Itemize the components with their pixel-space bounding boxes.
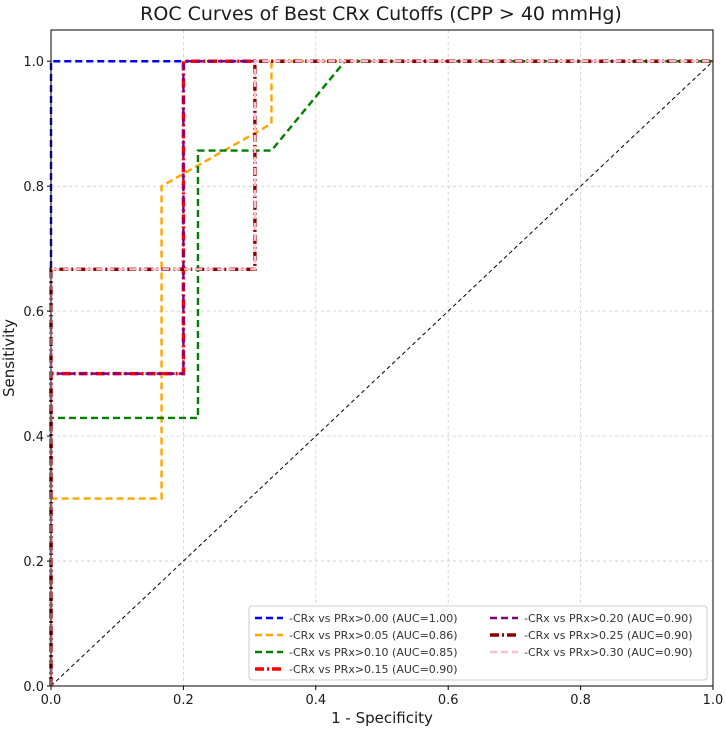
x-tick-label: 0.0 <box>41 693 62 708</box>
legend-label: -CRx vs PRx>0.05 (AUC=0.86) <box>289 629 458 642</box>
y-tick-label: 0.0 <box>23 680 44 695</box>
x-tick-label: 0.6 <box>438 693 459 708</box>
legend-label: -CRx vs PRx>0.20 (AUC=0.90) <box>524 612 693 625</box>
legend-label: -CRx vs PRx>0.00 (AUC=1.00) <box>289 612 458 625</box>
y-tick-label: 0.6 <box>23 305 44 320</box>
y-axis-label: Sensitivity <box>0 319 18 397</box>
legend: -CRx vs PRx>0.00 (AUC=1.00) -CRx vs PRx>0… <box>248 605 708 681</box>
x-tick-label: 1.0 <box>703 693 724 708</box>
axis-ticks: 0.0 0.2 0.4 0.6 0.8 1.0 0.0 0.2 0.4 0.6 0.8 1.0 <box>23 55 723 708</box>
legend-label: -CRx vs PRx>0.10 (AUC=0.85) <box>289 646 458 659</box>
x-axis-label: 1 - Specificity <box>331 709 433 727</box>
chart-title: ROC Curves of Best CRx Cutoffs (CPP > 40… <box>140 3 622 25</box>
legend-label: -CRx vs PRx>0.30 (AUC=0.90) <box>524 646 693 659</box>
grid-lines <box>50 30 714 687</box>
series-line-4 <box>49 60 713 686</box>
x-tick-label: 0.8 <box>570 693 591 708</box>
x-tick-label: 0.2 <box>173 693 194 708</box>
reference-line <box>50 60 714 687</box>
reference-diagonal <box>50 60 714 687</box>
legend-label: -CRx vs PRx>0.25 (AUC=0.90) <box>524 629 693 642</box>
y-tick-label: 0.2 <box>23 555 44 570</box>
x-tick-label: 0.4 <box>305 693 326 708</box>
plot-frame <box>50 29 714 687</box>
legend-box <box>248 605 708 681</box>
legend-label: -CRx vs PRx>0.15 (AUC=0.90) <box>289 663 458 676</box>
y-tick-label: 1.0 <box>23 55 44 70</box>
y-tick-label: 0.4 <box>23 430 44 445</box>
y-tick-label: 0.8 <box>23 180 44 195</box>
